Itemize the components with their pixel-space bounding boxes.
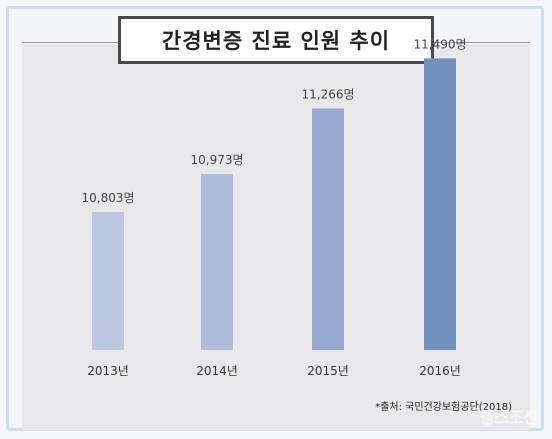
bar-2014년 xyxy=(201,173,233,350)
bar-2015년 xyxy=(312,108,344,350)
x-tick-label-2013년: 2013년 xyxy=(87,364,129,378)
source-note: *출처: 국민건강보험공단(2018) xyxy=(375,402,512,413)
x-tick-label-2015년: 2015년 xyxy=(307,364,349,378)
data-label-2014년: 10,973명 xyxy=(190,153,243,167)
data-label-2015년: 11,266명 xyxy=(301,87,354,101)
data-label-2016년: 11,490명 xyxy=(413,37,466,51)
x-tick-label-2016년: 2016년 xyxy=(419,364,461,378)
chart-title-box: 간경변증 진료 인원 추이 xyxy=(118,16,434,64)
watermark-logo: 헬스조선 xyxy=(479,408,538,427)
chart-title: 간경변증 진료 인원 추이 xyxy=(161,29,391,53)
bar-2016년 xyxy=(424,58,456,350)
data-label-2013년: 10,803명 xyxy=(81,191,134,205)
x-tick-label-2014년: 2014년 xyxy=(196,364,238,378)
bar-2013년 xyxy=(92,212,124,350)
